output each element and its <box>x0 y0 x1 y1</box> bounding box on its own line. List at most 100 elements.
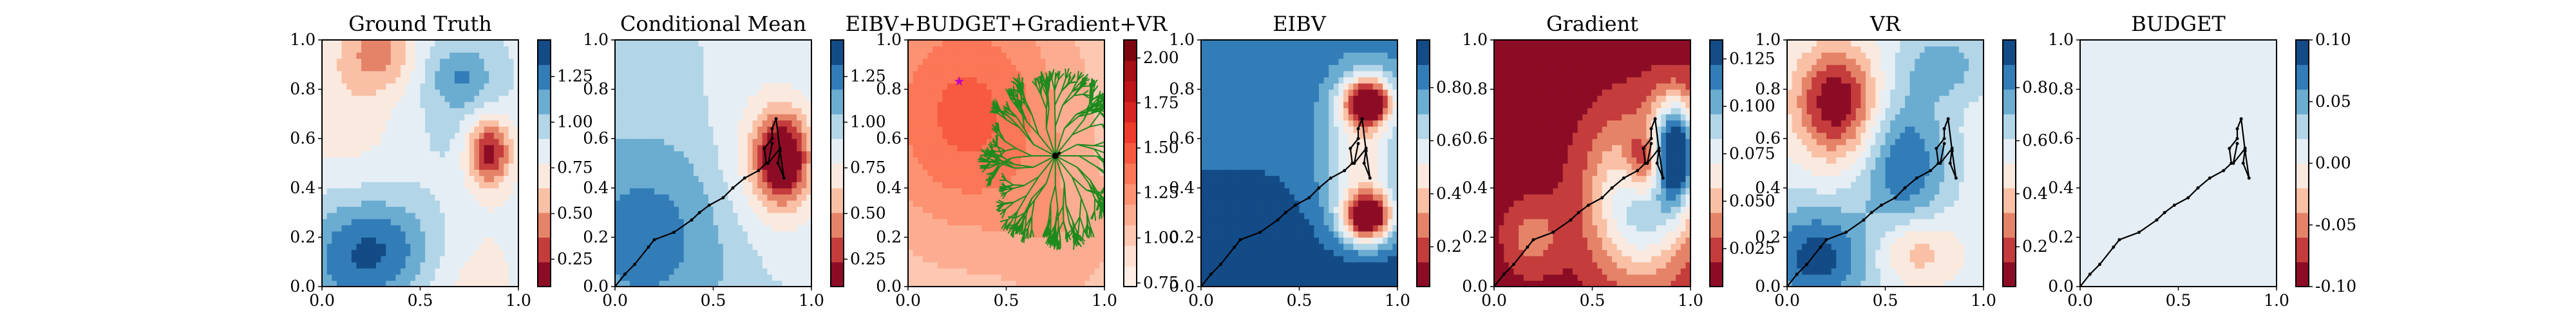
heatmap-cell <box>415 261 421 269</box>
heatmap-cell <box>786 156 793 164</box>
heatmap-cell <box>1016 52 1021 59</box>
heatmap-cell <box>688 77 694 84</box>
heatmap-cell <box>762 120 768 127</box>
heatmap-cell <box>1036 274 1041 281</box>
heatmap-cell <box>747 58 753 65</box>
heatmap-cell <box>942 126 948 133</box>
heatmap-cell <box>664 58 670 65</box>
heatmap-cell <box>927 249 933 256</box>
heatmap-cell <box>1079 95 1086 102</box>
heatmap-cell <box>629 243 636 251</box>
heatmap-cell <box>1021 225 1027 232</box>
heatmap-cell <box>450 120 455 127</box>
heatmap-cell <box>908 256 914 263</box>
heatmap-cell <box>757 52 763 59</box>
heatmap-cell <box>444 187 450 194</box>
heatmap-cell <box>649 52 655 59</box>
heatmap-cell <box>777 200 782 207</box>
heatmap-cell <box>464 156 470 164</box>
heatmap-cell <box>947 52 953 59</box>
heatmap-cell <box>401 58 406 65</box>
heatmap-cell <box>987 249 992 256</box>
heatmap-cell <box>757 120 763 127</box>
heatmap-cell <box>1011 187 1017 194</box>
heatmap-cell <box>659 77 665 84</box>
heatmap-cell <box>918 126 923 133</box>
heatmap-cell <box>703 138 709 146</box>
heatmap-cell <box>757 163 763 170</box>
heatmap-cell <box>440 200 446 207</box>
heatmap-cell <box>972 156 978 164</box>
heatmap-cell <box>728 132 734 139</box>
heatmap-cell <box>927 243 933 251</box>
heatmap-cell <box>679 144 685 151</box>
heatmap-cell <box>386 64 392 71</box>
heatmap-cell <box>459 268 465 275</box>
heatmap-cell <box>762 261 768 269</box>
heatmap-cell <box>513 108 518 115</box>
heatmap-cell <box>386 151 392 158</box>
heatmap-cell <box>1099 70 1104 78</box>
heatmap-cell <box>654 58 660 65</box>
heatmap-cell <box>752 231 758 238</box>
heatmap-cell <box>435 89 440 96</box>
heatmap-cell <box>1050 213 1056 220</box>
heatmap-cell <box>644 95 650 102</box>
heatmap-cell <box>698 225 704 232</box>
heatmap-cell <box>444 206 450 213</box>
heatmap-cell <box>801 113 807 121</box>
heatmap-cell <box>1065 175 1071 182</box>
heatmap-cell <box>674 144 679 151</box>
heatmap-cell <box>1075 120 1081 127</box>
heatmap-cell <box>801 46 807 53</box>
heatmap-cell <box>435 237 440 244</box>
heatmap-cell <box>947 231 953 238</box>
heatmap-cell <box>629 182 636 189</box>
heatmap-cell <box>346 218 352 225</box>
heatmap-cell <box>694 156 699 164</box>
heatmap-cell <box>922 58 929 65</box>
heatmap-cell <box>390 225 396 232</box>
heatmap-cell <box>1070 113 1075 121</box>
heatmap-cell <box>1065 249 1071 256</box>
heatmap-cell <box>698 182 704 189</box>
heatmap-cell <box>469 206 475 213</box>
heatmap-cell <box>440 213 446 220</box>
heatmap-cell <box>908 243 914 251</box>
heatmap-cell <box>777 268 782 275</box>
heatmap-cell <box>615 261 621 269</box>
heatmap-cell <box>405 70 411 78</box>
heatmap-cell <box>1030 40 1036 47</box>
heatmap-cell <box>967 182 972 189</box>
heatmap-cell <box>454 89 460 96</box>
heatmap-cell <box>786 206 793 213</box>
heatmap-cell <box>957 261 963 269</box>
heatmap-cell <box>991 268 997 275</box>
heatmap-cell <box>996 101 1002 108</box>
heatmap-cell <box>957 70 963 78</box>
heatmap-cell <box>405 95 411 102</box>
heatmap-cell <box>972 175 978 182</box>
heatmap-cell <box>469 138 475 146</box>
heatmap-cell <box>668 280 675 287</box>
heatmap-cell <box>1060 237 1066 244</box>
heatmap-cell <box>698 213 704 220</box>
heatmap-cell <box>733 225 739 232</box>
heatmap-cell <box>694 151 699 158</box>
heatmap-cell <box>474 132 480 139</box>
heatmap-cell <box>484 231 489 238</box>
heatmap-cell <box>341 187 347 194</box>
heatmap-cell <box>947 243 953 251</box>
heatmap-cell <box>767 187 773 194</box>
heatmap-cell <box>737 70 743 78</box>
heatmap-cell <box>922 120 929 127</box>
heatmap-cell <box>961 101 968 108</box>
heatmap-cell <box>401 169 406 176</box>
heatmap-cell <box>459 113 465 121</box>
heatmap-cell <box>356 225 362 232</box>
heatmap-cell <box>634 156 640 164</box>
heatmap-cell <box>332 101 337 108</box>
heatmap-cell <box>679 206 685 213</box>
heatmap-cell <box>366 206 372 213</box>
heatmap-cell <box>390 52 396 59</box>
